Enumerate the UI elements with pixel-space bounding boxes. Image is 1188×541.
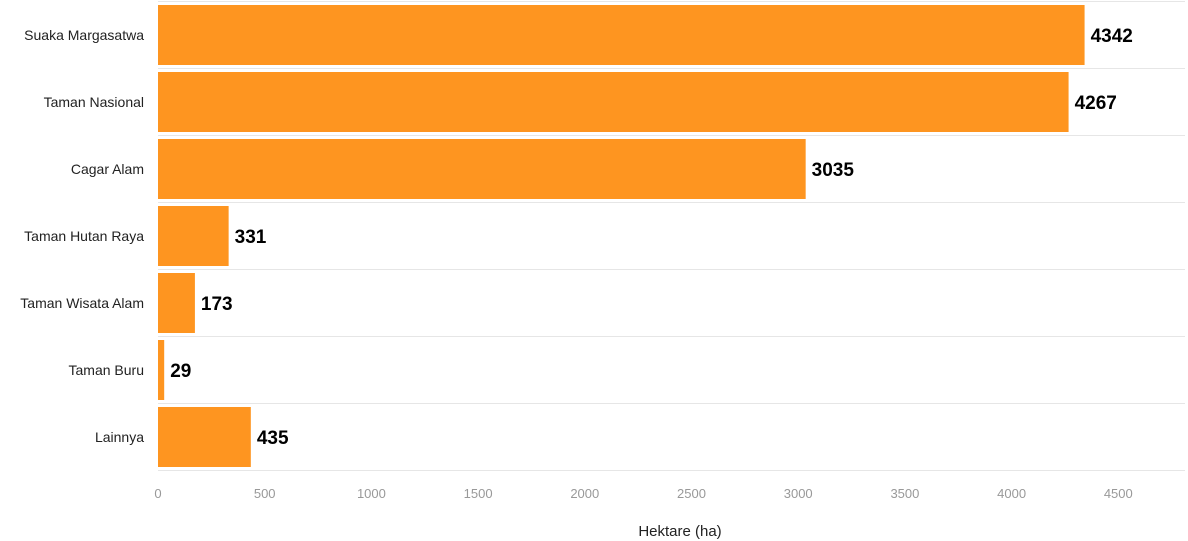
category-label: Taman Nasional bbox=[44, 94, 144, 110]
x-tick-label: 500 bbox=[254, 486, 276, 501]
x-tick-label: 1000 bbox=[357, 486, 386, 501]
bar bbox=[158, 340, 165, 400]
bar bbox=[158, 139, 806, 199]
data-label: 173 bbox=[201, 294, 233, 315]
category-label: Taman Hutan Raya bbox=[24, 228, 144, 244]
bars bbox=[158, 5, 1085, 467]
bar bbox=[158, 407, 251, 467]
x-tick-label: 2500 bbox=[677, 486, 706, 501]
gridlines bbox=[158, 1, 1185, 471]
data-label: 29 bbox=[170, 361, 191, 382]
bar bbox=[158, 5, 1085, 65]
category-label: Suaka Margasatwa bbox=[24, 27, 144, 43]
data-label: 331 bbox=[235, 227, 267, 248]
data-label: 4267 bbox=[1075, 93, 1117, 114]
bar bbox=[158, 72, 1069, 132]
data-label: 3035 bbox=[812, 160, 855, 181]
x-tick-labels: 0 500 1000 1500 2000 2500 3000 3500 4000 4500 bbox=[154, 486, 1132, 501]
category-label: Cagar Alam bbox=[71, 161, 144, 177]
x-tick-label: 2000 bbox=[570, 486, 599, 501]
x-tick-label: 3000 bbox=[784, 486, 813, 501]
x-tick-label: 3500 bbox=[890, 486, 919, 501]
bar bbox=[158, 273, 195, 333]
data-label: 435 bbox=[257, 428, 289, 449]
x-tick-label: 4000 bbox=[997, 486, 1026, 501]
category-label: Lainnya bbox=[95, 429, 144, 445]
x-tick-label: 0 bbox=[154, 486, 161, 501]
bar bbox=[158, 206, 229, 266]
category-labels: Suaka Margasatwa Taman Nasional Cagar Alam… bbox=[20, 27, 144, 445]
x-tick-label: 4500 bbox=[1104, 486, 1133, 501]
category-label: Taman Wisata Alam bbox=[20, 295, 144, 311]
data-labels: 4342 4267 3035 331 173 29 435 bbox=[170, 26, 1133, 449]
x-tick-label: 1500 bbox=[464, 486, 493, 501]
category-label: Taman Buru bbox=[69, 362, 144, 378]
data-label: 4342 bbox=[1091, 26, 1133, 47]
x-axis-title: Hektare (ha) bbox=[638, 523, 721, 540]
